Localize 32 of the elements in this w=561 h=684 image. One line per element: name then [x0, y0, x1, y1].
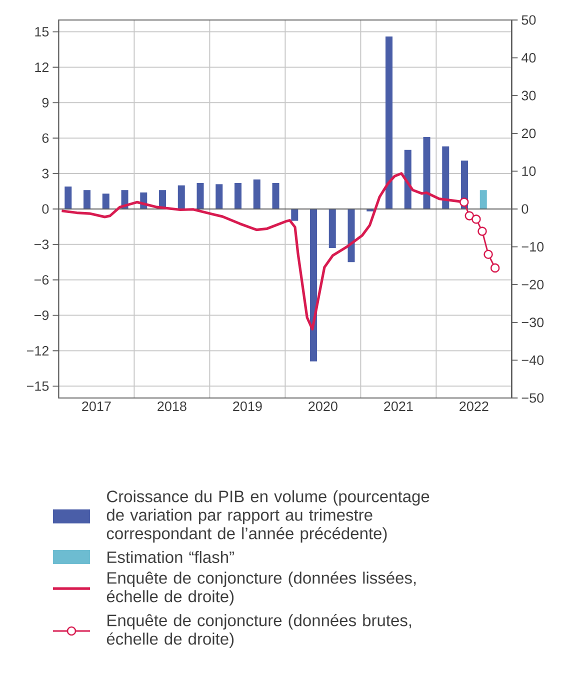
y-tick-label: 12: [35, 62, 49, 72]
x-tick-label: 2022: [460, 402, 488, 412]
y-tick-label: 3: [42, 168, 49, 178]
y2-tick-label: 0: [522, 204, 528, 214]
x-tick-label: 2018: [158, 402, 186, 412]
x-tick-label: 2021: [384, 402, 413, 412]
legend-label: Enquête de conjoncture (données brutes, échelle de droite): [106, 614, 412, 648]
x-tick-label: 2019: [233, 402, 262, 412]
y2-tick-label: 40: [522, 53, 536, 63]
y-tick-label: 15: [35, 27, 49, 37]
y2-tick-label: −10: [522, 242, 544, 252]
y-tick-label: 9: [42, 98, 49, 108]
y2-tick-label: 30: [522, 90, 536, 100]
y2-tick-label: −40: [522, 355, 544, 365]
y2-tick-label: −50: [522, 393, 544, 403]
y2-tick-label: 10: [522, 166, 536, 176]
y2-tick-label: −20: [522, 280, 544, 290]
y-tick-label: −12: [26, 346, 49, 356]
y-tick-label: −15: [26, 381, 49, 391]
x-tick-label: 2017: [82, 402, 111, 412]
y2-tick-label: −30: [522, 318, 544, 328]
legend-label: Estimation “flash”: [108, 550, 234, 564]
y-tick-label: −6: [34, 275, 49, 285]
y2-tick-label: 50: [522, 15, 536, 25]
legend-label: Enquête de conjoncture (données lissées, échelle de droite): [106, 571, 416, 606]
x-tick-label: 2020: [308, 402, 338, 412]
y-tick-label: −3: [34, 240, 49, 250]
legend-label: Croissance du PIB en volume (pourcentage de variation par rapport au trimestre correspondant de l’année précédente): [106, 490, 430, 543]
y-tick-label: −9: [34, 310, 49, 320]
y-tick-label: 0: [42, 204, 49, 214]
y-tick-label: 6: [42, 133, 49, 143]
y2-tick-label: 20: [522, 128, 536, 138]
